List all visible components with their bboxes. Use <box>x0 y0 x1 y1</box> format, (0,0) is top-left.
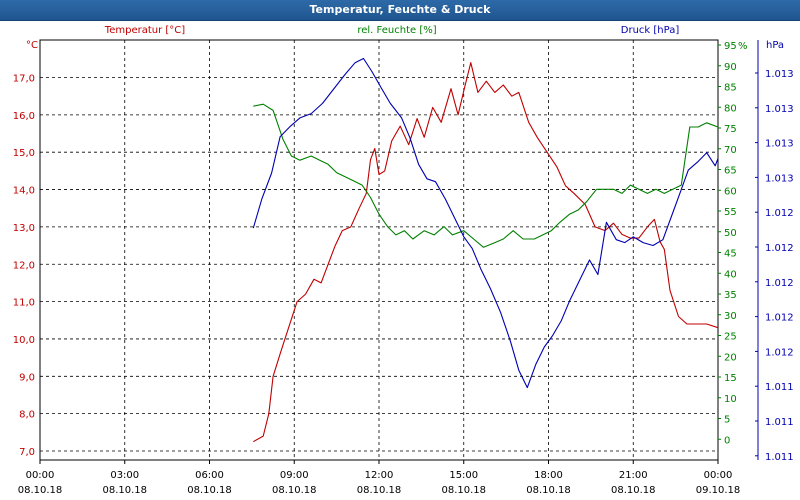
x-tick-date-label: 08.10.18 <box>102 485 147 496</box>
x-tick-date-label: 08.10.18 <box>441 485 486 496</box>
pressure-axis-title: Druck [hPa] <box>621 25 680 36</box>
x-tick-time-label: 09:00 <box>280 470 309 481</box>
chart-title: Temperatur, Feuchte & Druck <box>0 0 800 21</box>
humidity-series-line <box>253 103 719 248</box>
humidity-tick-label: 10 <box>724 394 737 405</box>
humidity-tick-label: 70 <box>724 145 737 156</box>
x-tick-time-label: 18:00 <box>534 470 563 481</box>
series-lines <box>252 57 719 443</box>
x-tick-date-label: 09.10.18 <box>696 485 741 496</box>
x-tick-time-label: 12:00 <box>365 470 394 481</box>
pressure-tick-label: 1.013 <box>765 69 794 80</box>
pressure-tick-label: 1.012 <box>765 347 794 358</box>
pressure-tick-label: 1.012 <box>765 278 794 289</box>
humidity-tick-label: 0 <box>724 435 730 446</box>
humidity-tick-label: 95 <box>724 41 737 52</box>
humidity-tick-label: 55 <box>724 207 737 218</box>
temperature-tick-label: 9,0 <box>19 372 35 383</box>
x-tick-time-label: 00:00 <box>26 470 55 481</box>
pressure-tick-label: 1.013 <box>765 173 794 184</box>
humidity-tick-label: 75 <box>724 124 737 135</box>
x-tick-date-label: 08.10.18 <box>272 485 317 496</box>
humidity-tick-label: 20 <box>724 352 737 363</box>
humidity-tick-label: 40 <box>724 269 737 280</box>
pressure-tick-label: 1.012 <box>765 313 794 324</box>
temperature-axis-title: Temperatur [°C] <box>104 25 185 36</box>
axis-labels: Temperatur [°C] rel. Feuchte [%] Druck [… <box>13 25 794 496</box>
temperature-series-line <box>253 62 719 443</box>
temperature-tick-label: 16,0 <box>13 111 35 122</box>
temperature-tick-label: 14,0 <box>13 186 35 197</box>
temperature-tick-label: 17,0 <box>13 74 35 85</box>
x-tick-date-label: 08.10.18 <box>18 485 63 496</box>
humidity-tick-label: 15 <box>724 373 737 384</box>
pressure-tick-label: 1.011 <box>765 452 794 463</box>
humidity-tick-label: 25 <box>724 332 737 343</box>
x-tick-time-label: 00:00 <box>704 470 733 481</box>
x-tick-date-label: 08.10.18 <box>611 485 656 496</box>
humidity-tick-label: 90 <box>724 62 737 73</box>
humidity-tick-label: 50 <box>724 228 737 239</box>
x-tick-time-label: 15:00 <box>449 470 478 481</box>
x-tick-date-label: 08.10.18 <box>357 485 402 496</box>
pressure-tick-label: 1.012 <box>765 208 794 219</box>
pressure-series-line <box>252 57 719 389</box>
x-tick-time-label: 21:00 <box>619 470 648 481</box>
pressure-tick-label: 1.013 <box>765 104 794 115</box>
pressure-unit-label: hPa <box>766 40 784 51</box>
humidity-tick-label: 35 <box>724 290 737 301</box>
temperature-tick-label: 11,0 <box>13 298 35 309</box>
temperature-tick-label: 7,0 <box>19 447 35 458</box>
pressure-tick-label: 1.011 <box>765 417 794 428</box>
humidity-tick-label: 60 <box>724 186 737 197</box>
humidity-tick-label: 5 <box>724 415 730 426</box>
humidity-unit-label: % <box>738 41 748 52</box>
humidity-tick-label: 85 <box>724 83 737 94</box>
humidity-tick-label: 80 <box>724 103 737 114</box>
temperature-tick-label: 15,0 <box>13 148 35 159</box>
pressure-tick-label: 1.013 <box>765 139 794 150</box>
temperature-tick-label: 8,0 <box>19 410 35 421</box>
temperature-unit-label: °C <box>26 40 38 51</box>
x-tick-time-label: 06:00 <box>195 470 224 481</box>
x-tick-time-label: 03:00 <box>110 470 139 481</box>
humidity-tick-label: 65 <box>724 166 737 177</box>
temperature-tick-label: 12,0 <box>13 260 35 271</box>
humidity-tick-label: 30 <box>724 311 737 322</box>
x-tick-date-label: 08.10.18 <box>526 485 571 496</box>
temperature-tick-label: 10,0 <box>13 335 35 346</box>
temperature-tick-label: 13,0 <box>13 223 35 234</box>
pressure-tick-label: 1.011 <box>765 382 794 393</box>
x-tick-date-label: 08.10.18 <box>187 485 232 496</box>
humidity-axis-title: rel. Feuchte [%] <box>357 25 436 36</box>
grid-lines <box>39 40 759 464</box>
pressure-tick-label: 1.012 <box>765 243 794 254</box>
humidity-tick-label: 45 <box>724 249 737 260</box>
